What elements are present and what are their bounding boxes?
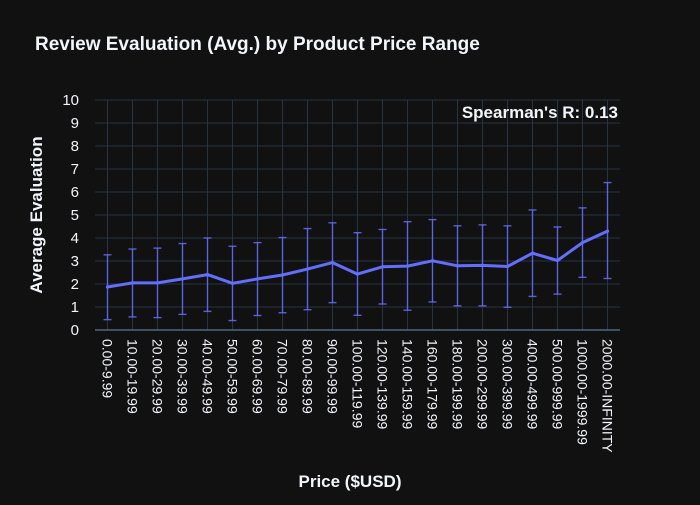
- data-point: [255, 277, 260, 281]
- x-tick-label: 1000.00-1999.99: [575, 339, 591, 445]
- y-tick-label: 3: [71, 253, 79, 270]
- y-tick-label: 8: [71, 138, 79, 155]
- y-tick-labels: 0 1 2 3 4 5 6 7 8 9 10: [62, 92, 79, 339]
- y-tick-label: 7: [71, 161, 79, 178]
- data-point: [330, 261, 335, 265]
- data-point: [355, 272, 360, 276]
- y-tick-label: 10: [62, 92, 79, 109]
- x-axis-label: Price ($USD): [299, 472, 402, 491]
- series-line-group: [105, 229, 610, 289]
- data-point: [605, 229, 610, 233]
- data-point: [205, 272, 210, 277]
- y-tick-label: 4: [71, 230, 79, 247]
- data-point: [155, 281, 160, 285]
- x-tick-label: 400.00-499.99: [525, 339, 541, 430]
- data-point: [130, 281, 135, 285]
- y-tick-label: 1: [71, 299, 79, 316]
- x-tick-label: 40.00-49.99: [200, 339, 216, 414]
- x-tick-labels: 0.00-9.99 10.00-19.99 20.00-29.99 30.00-39.…: [100, 339, 616, 453]
- y-tick-label: 0: [71, 322, 79, 339]
- y-tick-label: 9: [71, 115, 79, 132]
- x-tick-label: 60.00-69.99: [250, 339, 266, 414]
- y-tick-label: 6: [71, 184, 79, 201]
- data-point: [380, 265, 385, 269]
- data-point: [480, 263, 485, 267]
- x-tick-label: 200.00-299.99: [475, 339, 491, 430]
- x-tick-label: 70.00-79.99: [275, 339, 291, 414]
- x-tick-label: 300.00-399.99: [500, 339, 516, 430]
- data-point: [405, 264, 410, 268]
- x-tick-label: 2000.00-INFINITY: [600, 339, 616, 453]
- x-tick-label: 160.00-179.99: [425, 339, 441, 430]
- x-tick-label: 100.00-119.99: [350, 339, 366, 428]
- data-point: [555, 258, 560, 263]
- chart-title: Review Evaluation (Avg.) by Product Pric…: [35, 34, 480, 55]
- spearman-annotation: Spearman's R: 0.13: [462, 103, 618, 122]
- x-tick-label: 500.00-999.99: [550, 339, 566, 430]
- data-point: [305, 267, 310, 271]
- x-tick-label: 180.00-199.99: [450, 339, 466, 430]
- x-tick-label: 120.00-139.99: [375, 339, 391, 430]
- x-tick-label: 30.00-39.99: [175, 339, 191, 414]
- x-tick-label: 20.00-29.99: [150, 339, 166, 414]
- x-tick-label: 140.00-159.99: [400, 339, 416, 430]
- data-point: [280, 273, 285, 277]
- x-tick-label: 50.00-59.99: [225, 339, 241, 414]
- data-point: [430, 259, 435, 263]
- y-axis-label: Average Evaluation: [27, 136, 46, 293]
- x-tick-label: 80.00-89.99: [300, 339, 316, 414]
- x-tick-label: 0.00-9.99: [100, 339, 116, 398]
- data-point: [180, 277, 185, 281]
- y-tick-label: 2: [71, 276, 79, 293]
- data-point: [530, 251, 535, 255]
- data-point: [455, 264, 460, 268]
- data-point: [505, 264, 510, 269]
- y-tick-label: 5: [71, 207, 79, 224]
- x-tick-label: 10.00-19.99: [125, 339, 141, 414]
- data-point: [105, 285, 110, 289]
- x-tick-label: 90.00-99.99: [325, 339, 341, 414]
- data-point: [230, 281, 235, 285]
- data-point: [580, 241, 585, 245]
